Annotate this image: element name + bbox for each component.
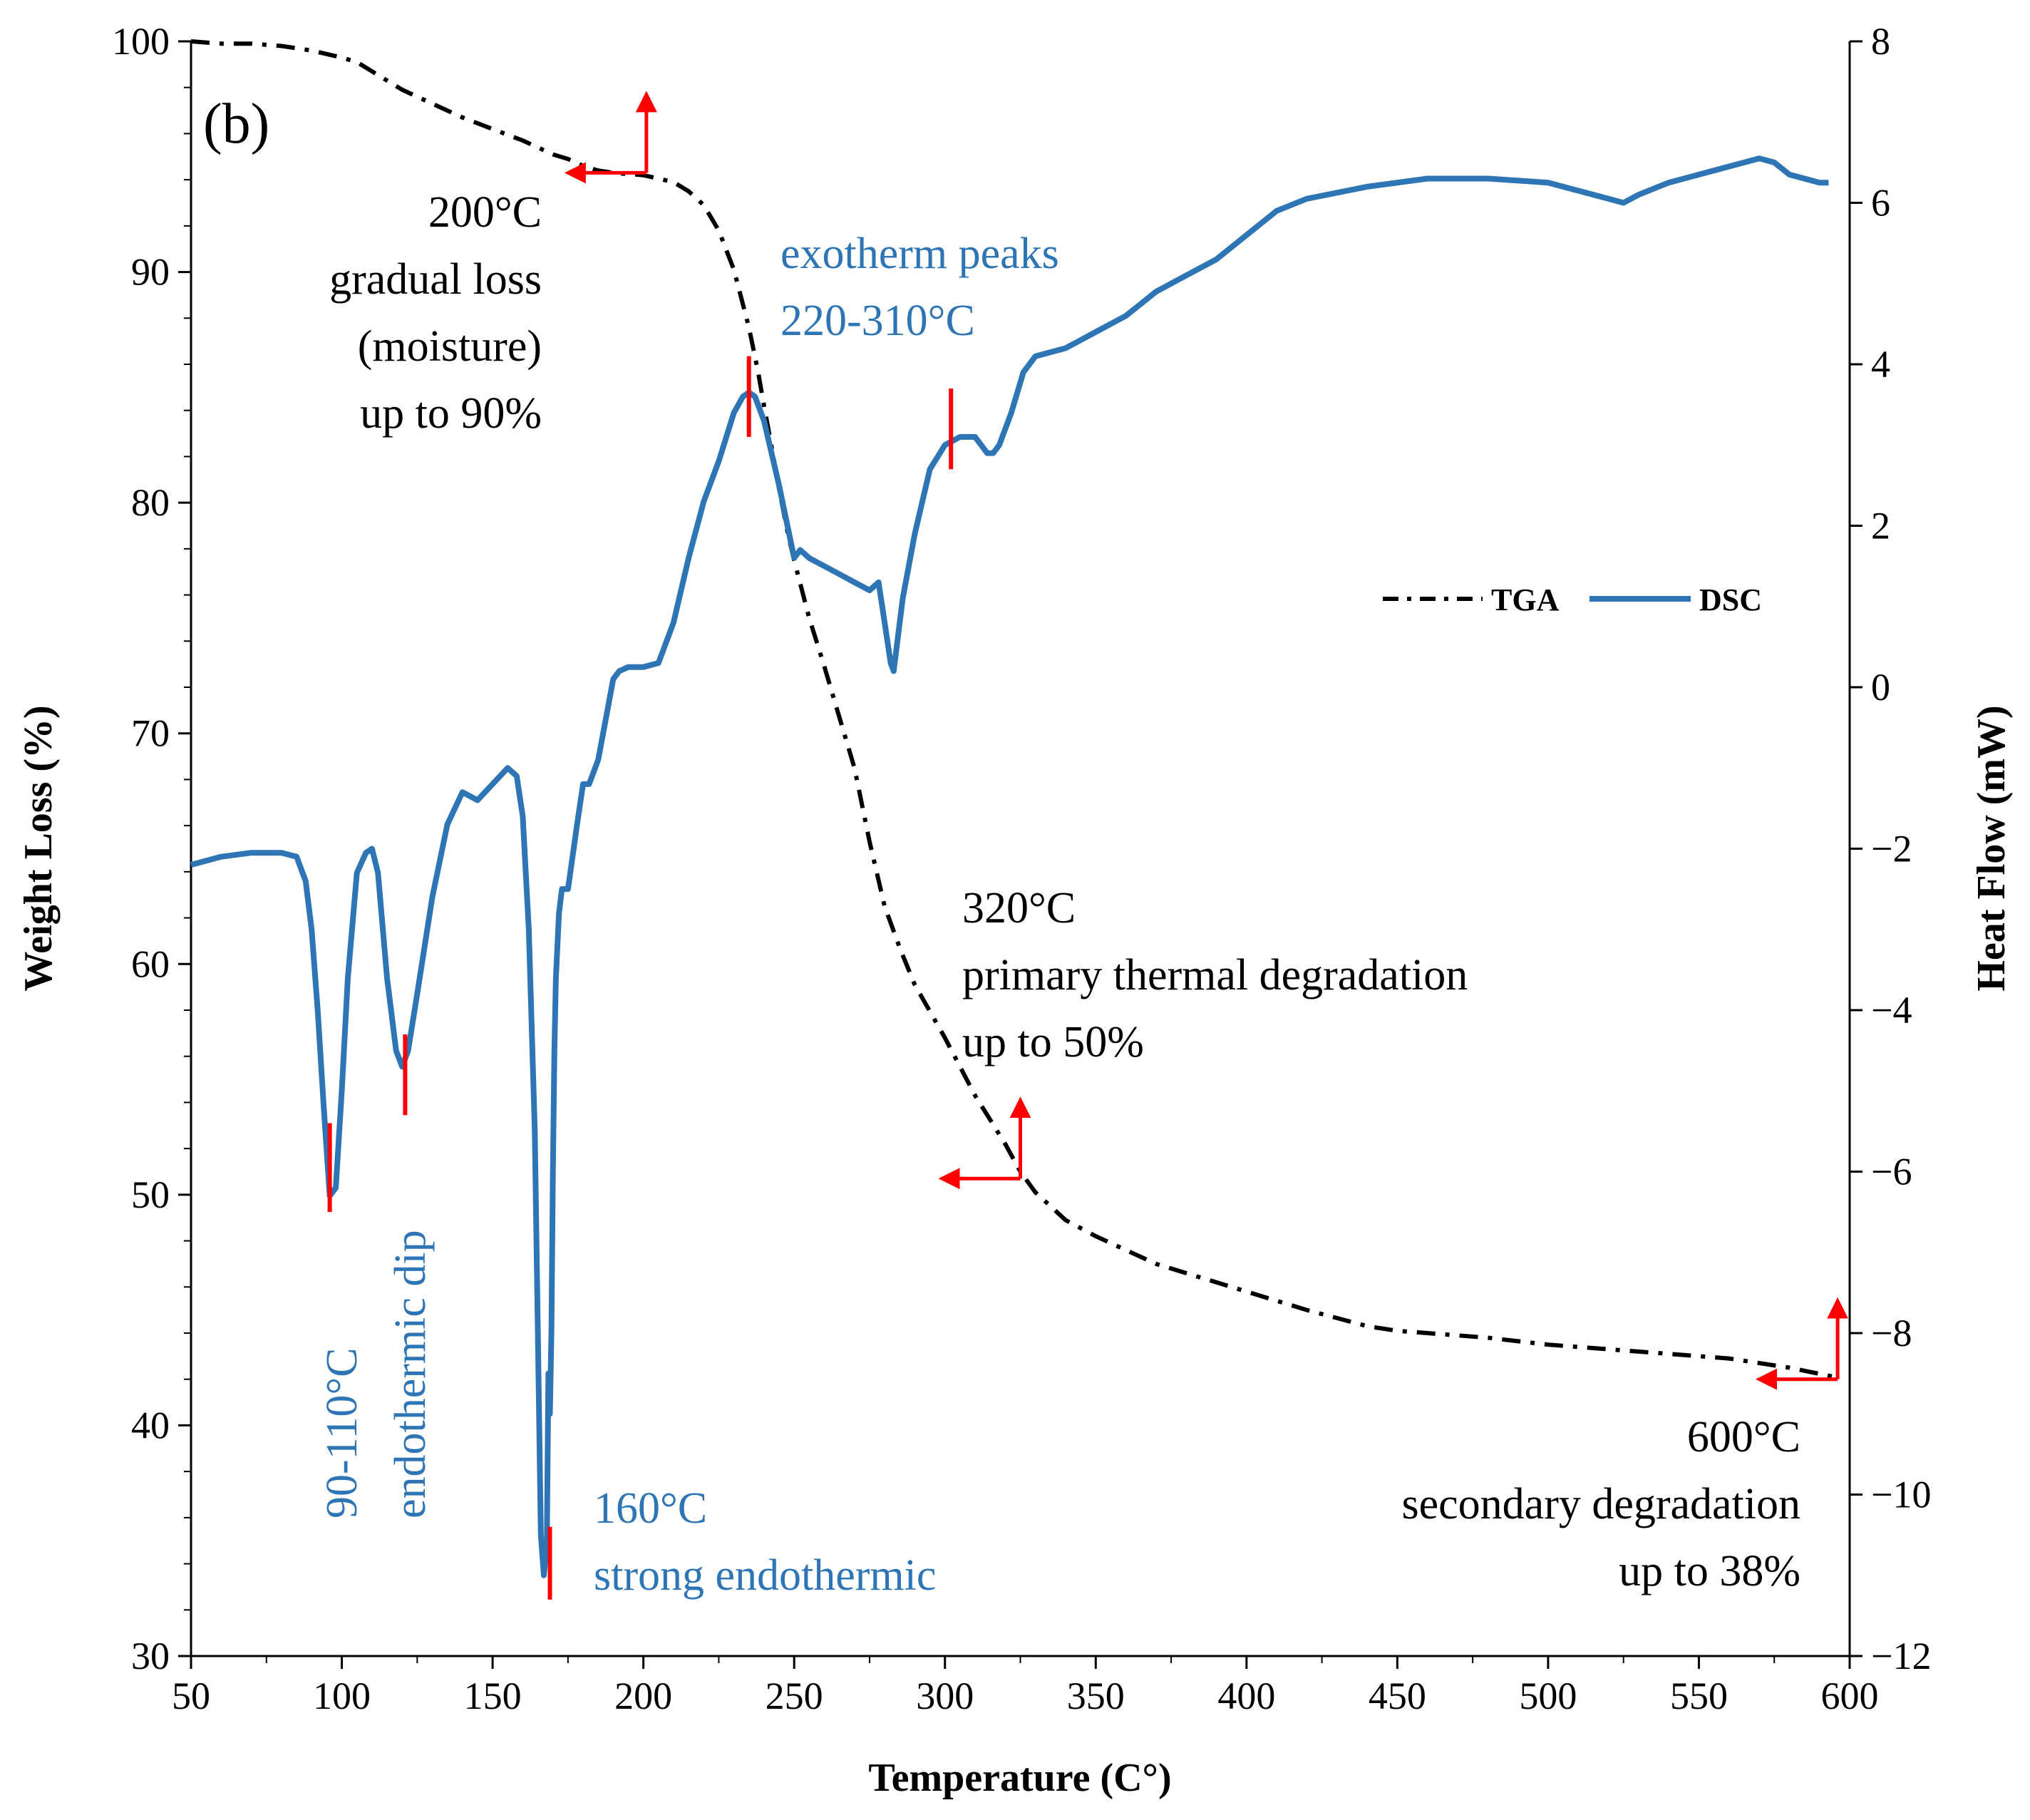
annotation-endothermic-dip: 90-110°C endothermic dip — [318, 1230, 435, 1518]
threshold-arrows — [564, 91, 1849, 1390]
x-tick-label: 300 — [916, 1675, 974, 1717]
right-tick-label: −10 — [1871, 1474, 1931, 1516]
left-tick-label: 70 — [131, 712, 170, 755]
right-tick-label: 2 — [1871, 505, 1890, 547]
right-tick-label: −12 — [1871, 1635, 1931, 1677]
annotation-exotherm: exotherm peaks 220-310°C — [780, 230, 1059, 345]
annotation-exotherm-line-1: exotherm peaks — [780, 230, 1059, 278]
annotation-secondary-line-1: 600°C — [1687, 1413, 1800, 1461]
left-tick-label: 40 — [131, 1404, 170, 1446]
right-tick-label: −8 — [1871, 1312, 1912, 1354]
annotation-dip-line-1: 90-110°C — [318, 1348, 366, 1519]
annotation-strong-line-1: 160°C — [594, 1484, 707, 1533]
x-axis-title: Temperature (C°) — [868, 1756, 1171, 1800]
annotation-strong-endothermic: 160°C strong endothermic — [594, 1484, 936, 1600]
annotation-strong-line-2: strong endothermic — [594, 1551, 936, 1600]
x-tick-label: 150 — [464, 1675, 522, 1717]
x-axis-ticks: 50 100 150 200 250 300 350 400 450 500 550 600 — [172, 1656, 1879, 1717]
annotation-secondary-degradation: 600°C secondary degradation up to 38% — [1402, 1413, 1800, 1595]
annotation-moisture-line-2: gradual loss — [329, 255, 542, 304]
x-tick-label: 550 — [1670, 1675, 1728, 1717]
left-tick-label: 30 — [131, 1635, 170, 1677]
annotation-secondary-line-3: up to 38% — [1619, 1547, 1800, 1595]
annotation-primary-line-3: up to 50% — [962, 1018, 1144, 1066]
right-axis-title: Heat Flow (mW) — [1969, 705, 2014, 991]
right-tick-label: −2 — [1871, 828, 1912, 870]
x-tick-label: 250 — [766, 1675, 823, 1717]
x-tick-label: 200 — [614, 1675, 672, 1717]
annotation-moisture-line-1: 200°C — [428, 188, 542, 237]
panel-label: (b) — [203, 93, 269, 155]
legend: TGA DSC — [1383, 582, 1762, 617]
right-tick-label: 0 — [1871, 666, 1890, 709]
left-tick-label: 50 — [131, 1173, 170, 1216]
peak-markers — [327, 356, 954, 1600]
x-tick-label: 350 — [1067, 1675, 1125, 1717]
right-tick-label: 8 — [1871, 20, 1890, 63]
right-axis-ticks: −12 −10 −8 −6 −4 −2 0 2 4 6 8 — [1850, 20, 1931, 1677]
dsc-series-line — [190, 155, 1829, 1578]
x-tick-label: 600 — [1821, 1675, 1879, 1717]
left-axis-ticks: 30 40 50 60 70 80 90 100 — [112, 20, 191, 1677]
x-tick-label: 400 — [1217, 1675, 1275, 1717]
x-tick-label: 500 — [1519, 1675, 1577, 1717]
annotation-dip-line-2: endothermic dip — [386, 1230, 435, 1518]
annotation-primary-line-2: primary thermal degradation — [962, 951, 1468, 999]
legend-tga-label: TGA — [1491, 582, 1560, 617]
left-tick-label: 90 — [131, 251, 170, 294]
left-tick-label: 100 — [112, 20, 170, 63]
x-tick-label: 450 — [1369, 1675, 1426, 1717]
tga-series-line — [190, 39, 1835, 1379]
x-tick-label: 100 — [313, 1675, 371, 1717]
legend-dsc-label: DSC — [1699, 582, 1762, 617]
annotation-exotherm-line-2: 220-310°C — [780, 297, 975, 345]
annotation-primary-line-1: 320°C — [962, 884, 1076, 932]
annotation-moisture: 200°C gradual loss (moisture) up to 90% — [329, 188, 542, 438]
annotation-secondary-line-2: secondary degradation — [1402, 1480, 1800, 1528]
left-tick-label: 80 — [131, 481, 170, 524]
annotation-primary-degradation: 320°C primary thermal degradation up to … — [962, 884, 1468, 1066]
annotation-moisture-line-3: (moisture) — [358, 322, 542, 371]
x-tick-label: 50 — [172, 1675, 210, 1717]
annotation-moisture-line-4: up to 90% — [360, 389, 542, 438]
right-tick-label: 6 — [1871, 182, 1890, 225]
right-tick-label: −4 — [1871, 989, 1912, 1032]
left-tick-label: 60 — [131, 942, 170, 985]
right-tick-label: 4 — [1871, 343, 1890, 386]
left-axis-title: Weight Loss (%) — [16, 705, 61, 991]
right-tick-label: −6 — [1871, 1151, 1912, 1193]
